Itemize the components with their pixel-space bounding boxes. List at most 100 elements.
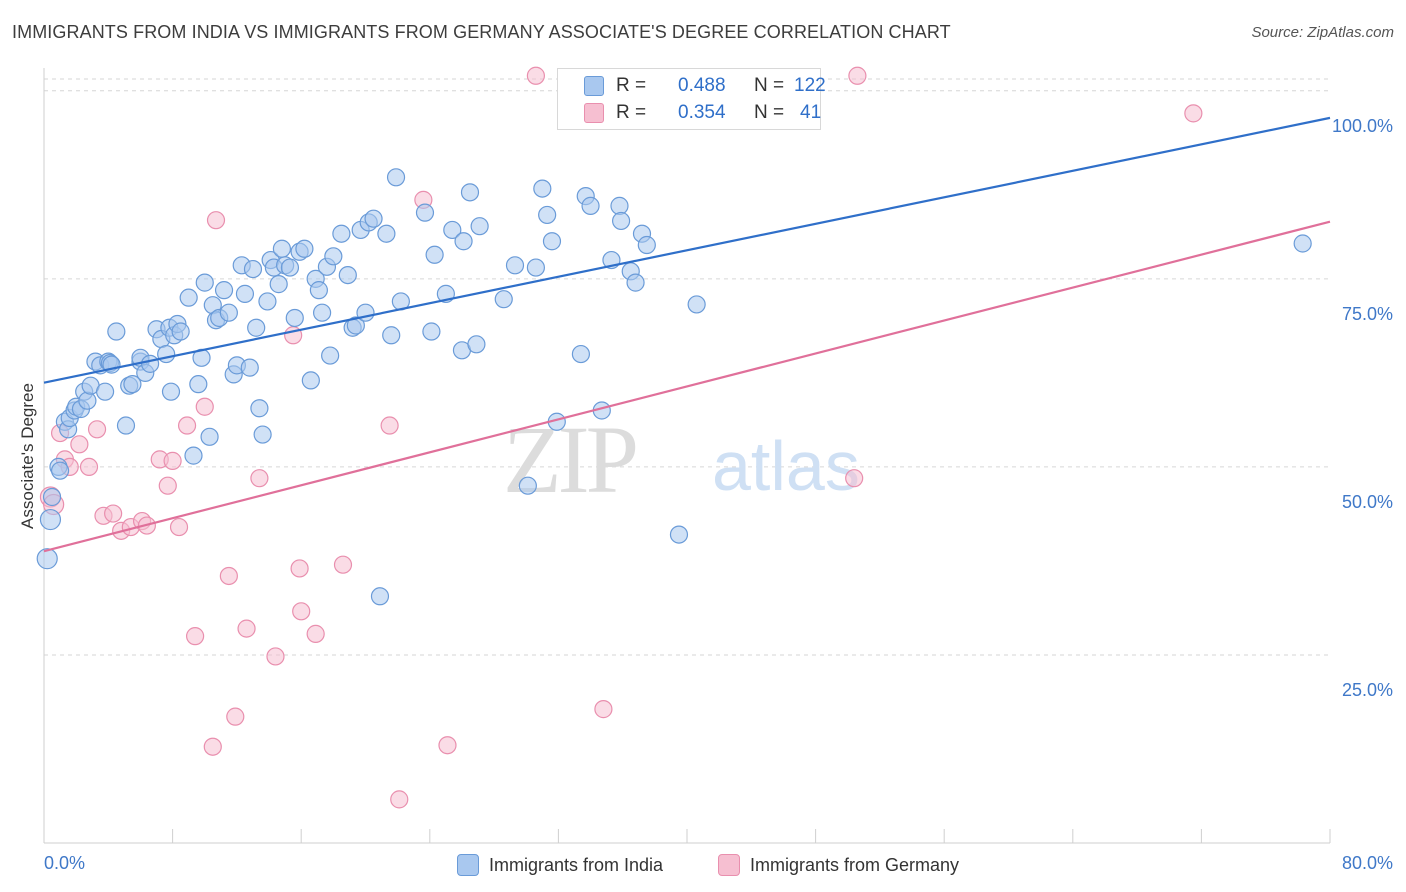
- india-point: [36, 548, 58, 570]
- series-legend: Immigrants from India Immigrants from Ge…: [0, 851, 1406, 879]
- india-point: [161, 382, 181, 401]
- india-swatch: [584, 76, 604, 96]
- germany-point: [158, 476, 177, 495]
- germany-point: [237, 619, 256, 638]
- legend-label-germany: Immigrants from Germany: [750, 854, 960, 875]
- india-point: [240, 358, 259, 377]
- legend-item-india[interactable]: Immigrants from India: [457, 851, 663, 879]
- india-point: [611, 211, 631, 231]
- india-point: [195, 273, 214, 292]
- india-point: [346, 316, 365, 335]
- india-point: [518, 476, 537, 495]
- trend-lines: [43, 116, 1331, 553]
- india-point: [189, 375, 208, 394]
- germany-points: [39, 66, 1203, 809]
- n-value-india: 122: [794, 75, 826, 96]
- india-point: [467, 335, 486, 354]
- india-point: [533, 179, 552, 198]
- germany-point: [306, 624, 325, 643]
- r-value-germany: 0.354: [678, 102, 726, 123]
- germany-trend-line: [43, 220, 1331, 553]
- india-point: [280, 258, 300, 277]
- india-point: [454, 232, 473, 251]
- india-point: [157, 344, 176, 364]
- india-point: [269, 275, 288, 294]
- india-point: [214, 281, 234, 300]
- india-point: [687, 295, 706, 314]
- y-tick-label: 75.0%: [1342, 304, 1393, 324]
- germany-point: [195, 397, 214, 416]
- india-point: [626, 273, 645, 292]
- y-tick-label: 100.0%: [1332, 116, 1393, 136]
- r-label: R =: [616, 75, 647, 96]
- india-point: [505, 256, 525, 275]
- india-points: [36, 168, 1312, 606]
- germany-point: [169, 517, 189, 537]
- watermark-zip: ZIP: [503, 406, 636, 513]
- india-point: [538, 205, 557, 225]
- india-point: [200, 427, 219, 446]
- germany-legend-swatch: [718, 854, 740, 876]
- germany-point: [186, 627, 205, 646]
- india-point: [39, 508, 62, 531]
- india-point: [78, 391, 97, 410]
- germany-point: [848, 66, 867, 85]
- india-point: [324, 247, 343, 266]
- india-point: [415, 203, 435, 222]
- india-point: [219, 303, 238, 322]
- germany-point: [219, 566, 238, 586]
- india-point: [332, 224, 351, 243]
- india-point: [637, 235, 656, 255]
- india-point: [171, 322, 190, 341]
- india-point: [95, 382, 115, 401]
- germany-point: [206, 211, 226, 230]
- r-value-india: 0.488: [678, 75, 726, 96]
- legend-item-germany[interactable]: Immigrants from Germany: [718, 851, 959, 879]
- source-credit: Source: ZipAtlas.com: [1251, 24, 1394, 41]
- india-point: [247, 318, 266, 337]
- germany-point: [845, 469, 864, 488]
- india-point: [460, 183, 480, 202]
- germany-point: [203, 737, 222, 756]
- y-tick-label: 50.0%: [1342, 492, 1393, 512]
- india-point: [425, 245, 444, 264]
- germany-point: [250, 469, 269, 488]
- germany-point: [390, 790, 409, 809]
- india-point: [184, 446, 203, 465]
- watermark: ZIP atlas: [503, 406, 860, 513]
- india-point: [1293, 234, 1312, 253]
- india-point: [272, 239, 292, 258]
- india-point: [285, 308, 304, 328]
- india-point: [140, 354, 160, 373]
- india-point: [50, 461, 70, 480]
- germany-swatch: [584, 103, 604, 123]
- india-point: [258, 292, 277, 311]
- tick-labels: 25.0% 50.0% 75.0% 100.0% 0.0% 80.0%: [44, 116, 1393, 873]
- germany-point: [177, 416, 197, 435]
- india-point: [107, 322, 126, 341]
- germany-point: [292, 602, 311, 621]
- chart-title: IMMIGRANTS FROM INDIA VS IMMIGRANTS FROM…: [12, 22, 951, 42]
- india-point: [301, 371, 320, 390]
- germany-point: [87, 420, 107, 439]
- india-point: [382, 326, 401, 345]
- india-point: [123, 375, 142, 394]
- legend-label-india: Immigrants from India: [489, 854, 664, 875]
- stats-legend: R = 0.488 N = 122 R = 0.354 N = 41: [557, 68, 826, 130]
- watermark-atlas: atlas: [712, 427, 860, 505]
- india-point: [42, 487, 62, 507]
- india-point: [116, 416, 136, 435]
- india-point: [312, 303, 332, 322]
- india-point: [470, 217, 489, 236]
- germany-point: [594, 700, 613, 719]
- y-tick-label: 25.0%: [1342, 680, 1393, 700]
- germany-point: [290, 559, 309, 578]
- x-tick-label: 80.0%: [1342, 853, 1393, 873]
- india-point: [253, 425, 272, 444]
- india-point: [571, 344, 591, 364]
- germany-point: [266, 647, 285, 666]
- india-point: [377, 224, 396, 243]
- india-point: [179, 288, 198, 307]
- germany-point: [526, 66, 545, 85]
